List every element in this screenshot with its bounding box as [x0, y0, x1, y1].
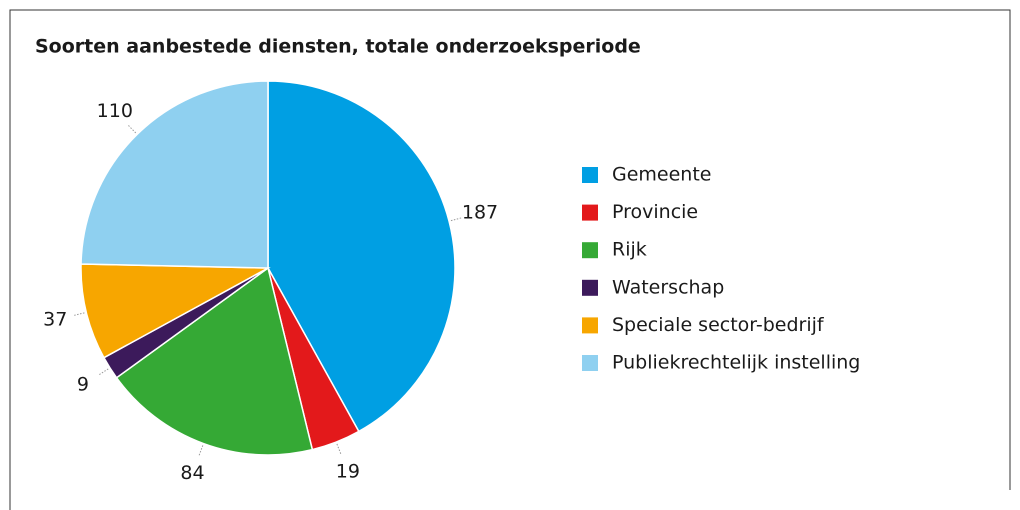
leader-line	[198, 445, 204, 457]
pie-slice	[80, 80, 269, 269]
legend-swatch	[582, 242, 598, 259]
leader-line	[336, 443, 342, 456]
legend-label: Rijk	[612, 239, 647, 261]
data-label: 9	[77, 373, 89, 395]
legend-swatch	[582, 279, 598, 296]
data-label: 84	[180, 462, 204, 484]
legend-label: Publiekrechtelijk instelling	[612, 352, 860, 374]
legend-swatch	[582, 167, 598, 183]
chart-title: Soorten aanbestede diensten, totale onde…	[35, 36, 641, 58]
leader-line	[72, 312, 85, 317]
leader-line	[97, 368, 109, 376]
data-label: 187	[462, 202, 498, 224]
pie-slice	[267, 80, 456, 433]
legend-swatch	[582, 204, 598, 221]
leader-line	[450, 217, 463, 222]
legend-label: Speciale sector-bedrijf	[612, 314, 825, 336]
legend-label: Provincie	[612, 201, 698, 223]
legend-label: Gemeente	[612, 164, 711, 186]
pie-slice	[80, 263, 271, 359]
leader-line	[127, 124, 137, 134]
legend-label: Waterschap	[612, 276, 724, 298]
legend-swatch	[582, 317, 598, 334]
legend-swatch	[582, 355, 598, 371]
data-label: 19	[336, 460, 360, 482]
frame	[9, 9, 1011, 510]
data-label: 37	[43, 308, 67, 330]
data-label: 110	[97, 100, 133, 122]
pie-slice	[115, 266, 314, 456]
